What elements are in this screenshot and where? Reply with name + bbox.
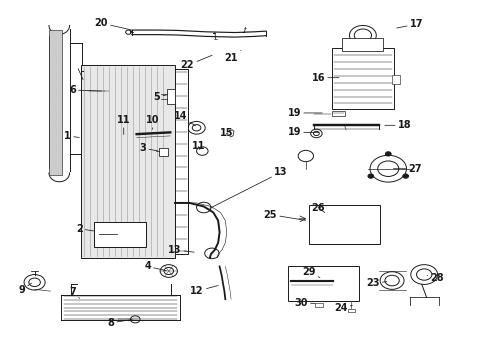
Text: 13: 13 — [209, 167, 287, 208]
Text: 15: 15 — [219, 129, 233, 139]
Bar — [166, 89, 174, 104]
Text: 3: 3 — [139, 143, 158, 153]
Text: 19: 19 — [287, 108, 322, 118]
Text: 22: 22 — [180, 55, 212, 70]
Circle shape — [349, 215, 357, 221]
Text: 26: 26 — [311, 203, 325, 213]
Circle shape — [367, 174, 373, 178]
Bar — [391, 75, 400, 84]
Bar — [331, 48, 393, 109]
Text: 16: 16 — [311, 73, 338, 83]
Text: 7: 7 — [69, 287, 80, 298]
Bar — [331, 111, 345, 117]
Text: 27: 27 — [393, 164, 421, 174]
Bar — [159, 148, 167, 156]
Text: 11: 11 — [117, 115, 130, 135]
Text: 28: 28 — [426, 273, 443, 283]
Text: 18: 18 — [384, 120, 410, 130]
Text: 19: 19 — [287, 127, 318, 138]
Bar — [49, 30, 62, 175]
Text: 29: 29 — [301, 267, 319, 278]
Text: 24: 24 — [333, 303, 352, 313]
Text: 6: 6 — [69, 85, 102, 95]
Text: 25: 25 — [263, 210, 305, 220]
Text: 2: 2 — [76, 224, 93, 234]
Text: 20: 20 — [94, 18, 130, 30]
Bar — [287, 266, 358, 301]
Text: 30: 30 — [294, 298, 314, 308]
Text: 1: 1 — [64, 131, 79, 141]
Circle shape — [385, 152, 390, 156]
Bar — [93, 222, 146, 247]
Bar — [308, 206, 379, 243]
Text: 9: 9 — [18, 283, 32, 295]
Text: 4: 4 — [144, 261, 166, 271]
Text: 13: 13 — [167, 245, 194, 255]
Bar — [342, 38, 383, 51]
Text: 23: 23 — [366, 278, 386, 288]
Text: 17: 17 — [396, 19, 423, 29]
Circle shape — [402, 174, 408, 178]
Text: 14: 14 — [173, 112, 195, 126]
Bar — [81, 66, 175, 258]
Text: 21: 21 — [224, 50, 241, 63]
Bar — [175, 69, 188, 254]
Text: 12: 12 — [190, 285, 218, 296]
Text: 5: 5 — [153, 92, 166, 102]
Bar — [315, 303, 322, 307]
Text: 10: 10 — [145, 115, 159, 129]
Text: 8: 8 — [107, 318, 132, 328]
Text: 11: 11 — [191, 141, 205, 152]
Bar — [347, 309, 354, 312]
